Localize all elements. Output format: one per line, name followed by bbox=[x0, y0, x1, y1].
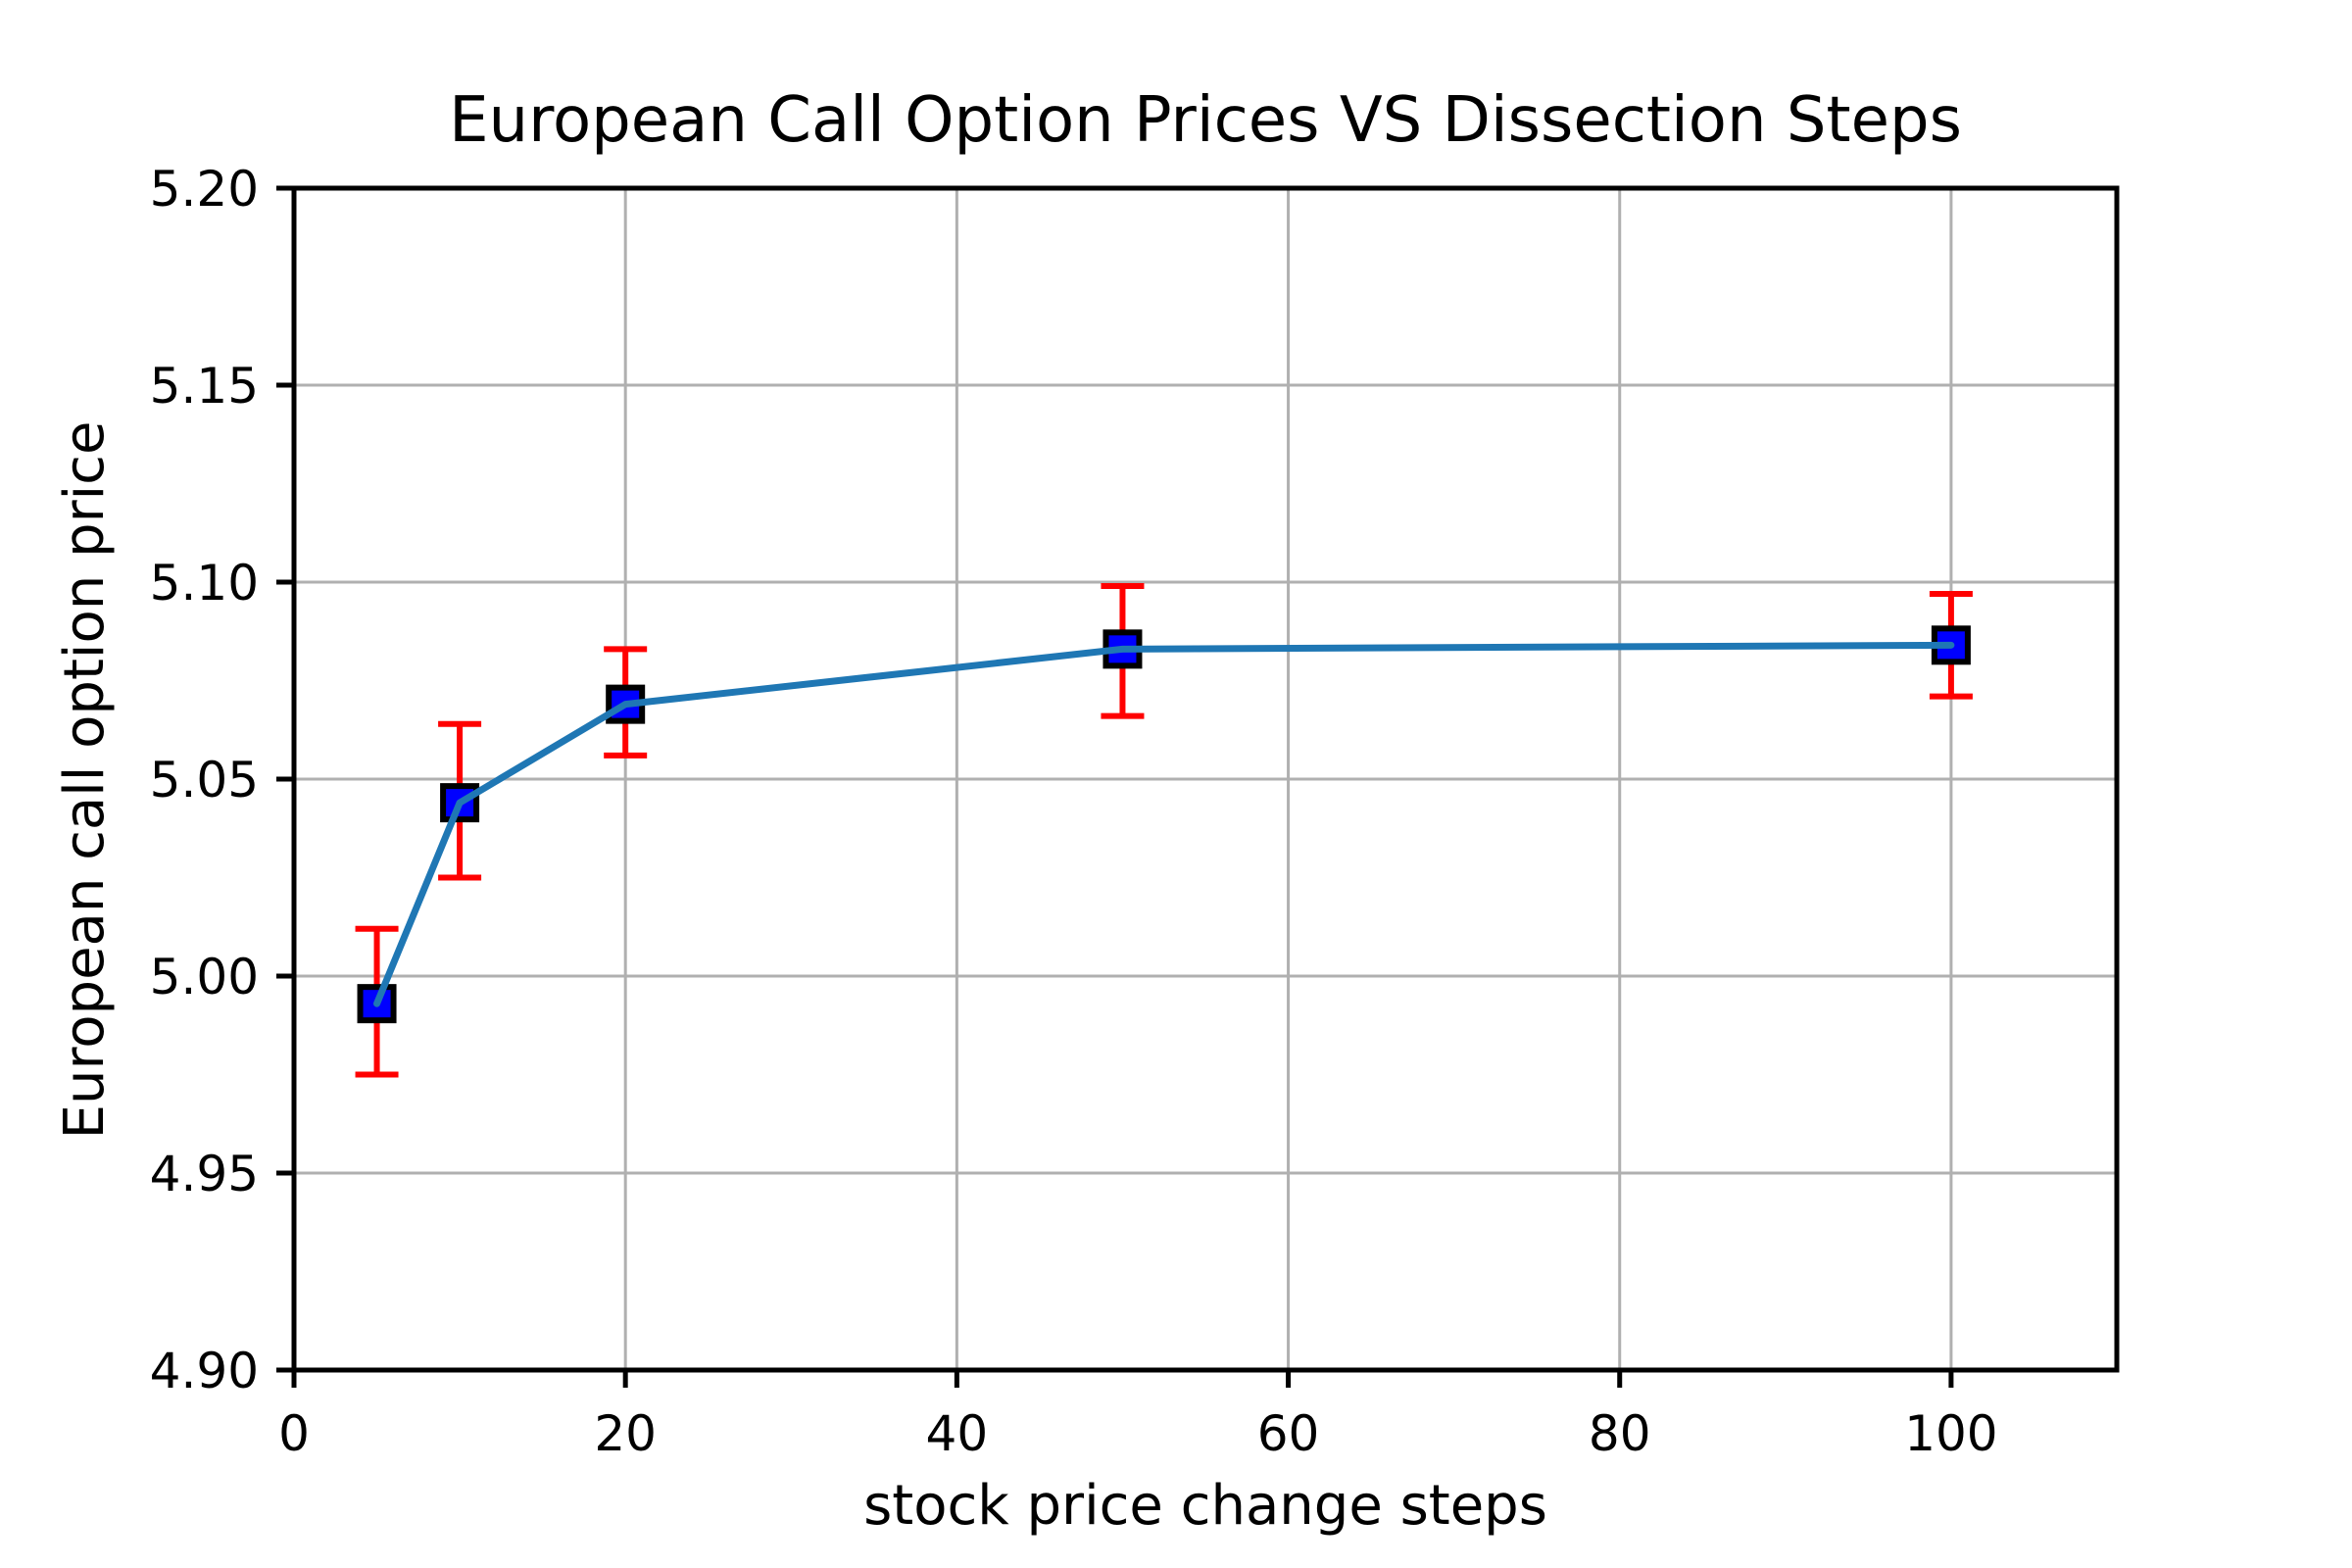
x-tick-label: 40 bbox=[926, 1405, 989, 1462]
x-tick-label: 60 bbox=[1257, 1405, 1320, 1462]
chart-title: European Call Option Prices VS Dissectio… bbox=[449, 84, 1962, 157]
x-tick-label: 0 bbox=[278, 1405, 310, 1462]
y-tick-label: 5.00 bbox=[150, 949, 259, 1005]
x-tick-label: 100 bbox=[1904, 1405, 1997, 1462]
y-tick-label: 4.95 bbox=[150, 1146, 259, 1202]
x-tick-label: 20 bbox=[594, 1405, 657, 1462]
x-axis-label: stock price change steps bbox=[863, 1474, 1547, 1538]
y-tick-label: 5.20 bbox=[150, 161, 259, 218]
x-tick-label: 80 bbox=[1589, 1405, 1651, 1462]
series-line bbox=[373, 641, 1955, 1007]
y-tick-label: 5.15 bbox=[150, 358, 259, 415]
y-tick-label: 5.10 bbox=[150, 555, 259, 612]
y-tick-label: 5.05 bbox=[150, 752, 259, 808]
y-tick-label: 4.90 bbox=[150, 1343, 259, 1399]
